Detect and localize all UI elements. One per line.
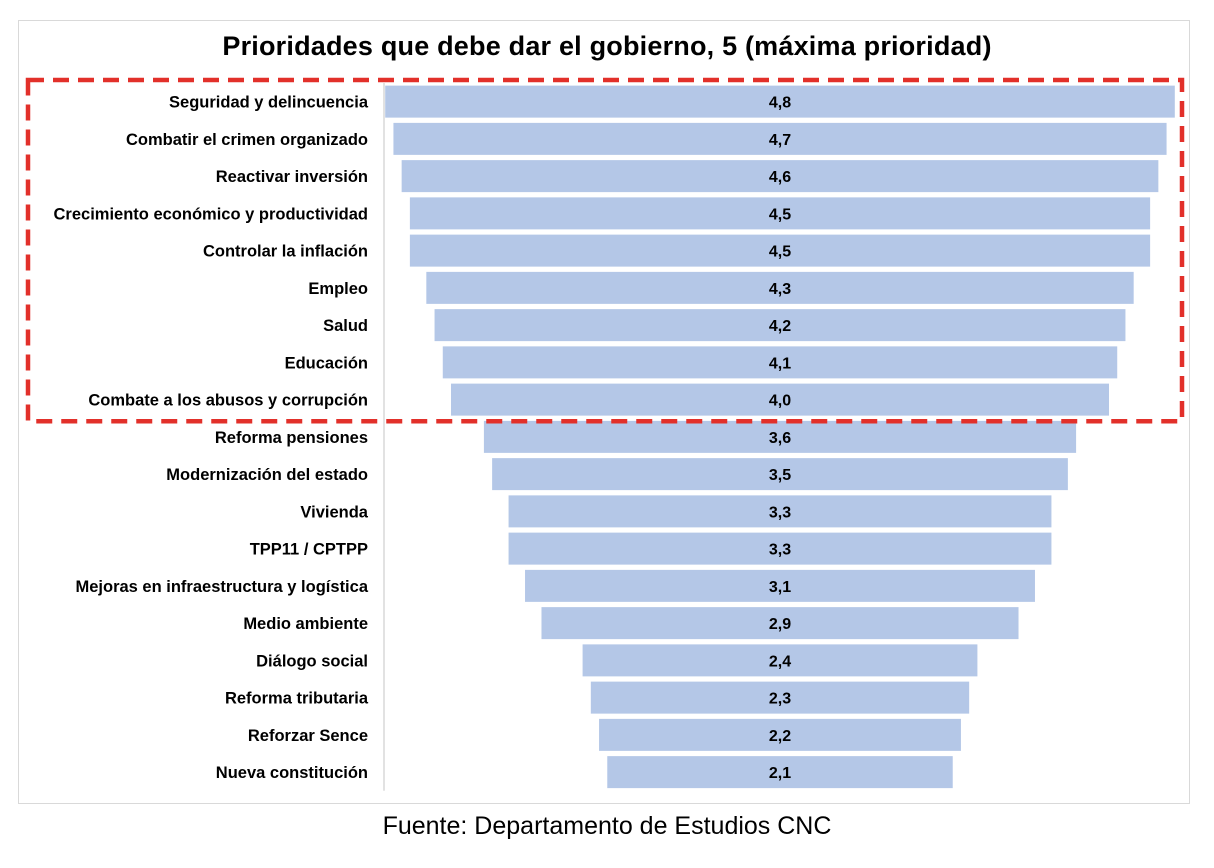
category-label-3: Crecimiento económico y productividad <box>54 205 368 223</box>
bar-10 <box>492 458 1068 491</box>
value-label-0: 4,8 <box>769 95 791 112</box>
category-label-7: Educación <box>285 354 368 372</box>
source-note: Fuente: Departamento de Estudios CNC <box>382 812 832 840</box>
value-label-15: 2,4 <box>769 653 791 670</box>
bar-8 <box>451 383 1109 416</box>
bar-1 <box>393 122 1167 155</box>
bar-15 <box>582 644 978 677</box>
value-label-9: 3,6 <box>769 430 791 447</box>
category-label-16: Reforma tributaria <box>225 690 369 708</box>
category-label-2: Reactivar inversión <box>216 168 368 186</box>
bar-11 <box>508 495 1052 528</box>
bar-6 <box>434 309 1126 342</box>
value-label-14: 2,9 <box>769 616 791 633</box>
category-label-4: Controlar la inflación <box>203 243 368 261</box>
category-label-15: Diálogo social <box>256 652 368 670</box>
bar-7 <box>442 346 1118 379</box>
value-label-4: 4,5 <box>769 244 791 261</box>
value-label-18: 2,1 <box>769 765 791 782</box>
category-label-5: Empleo <box>308 280 368 298</box>
category-label-0: Seguridad y delincuencia <box>169 94 369 112</box>
category-label-13: Mejoras en infraestructura y logística <box>75 578 368 596</box>
value-label-17: 2,2 <box>769 728 791 745</box>
category-label-12: TPP11 / CPTPP <box>250 541 368 559</box>
value-label-10: 3,5 <box>769 467 791 484</box>
bar-4 <box>409 234 1151 267</box>
bar-0 <box>385 85 1175 118</box>
category-label-1: Combatir el crimen organizado <box>126 131 368 149</box>
category-label-8: Combate a los abusos y corrupción <box>88 392 368 410</box>
value-label-2: 4,6 <box>769 169 791 186</box>
category-label-11: Vivienda <box>300 503 368 521</box>
chart-title: Prioridades que debe dar el gobierno, 5 … <box>222 31 992 61</box>
bar-9 <box>483 420 1077 453</box>
category-label-17: Reforzar Sence <box>248 727 368 745</box>
highlight-box <box>25 77 1185 424</box>
bar-16 <box>590 681 970 714</box>
value-label-7: 4,1 <box>769 355 791 372</box>
bar-13 <box>525 569 1035 602</box>
value-label-1: 4,7 <box>769 132 791 149</box>
value-label-12: 3,3 <box>769 542 791 559</box>
bar-2 <box>401 160 1159 193</box>
bar-18 <box>607 756 953 789</box>
category-label-14: Medio ambiente <box>243 615 368 633</box>
bar-3 <box>409 197 1151 230</box>
category-label-6: Salud <box>323 317 368 335</box>
category-label-10: Modernización del estado <box>166 466 368 484</box>
value-label-8: 4,0 <box>769 393 791 410</box>
bar-14 <box>541 607 1019 640</box>
value-label-5: 4,3 <box>769 281 791 298</box>
value-label-3: 4,5 <box>769 206 791 223</box>
category-label-9: Reforma pensiones <box>215 429 368 447</box>
value-label-16: 2,3 <box>769 691 791 708</box>
value-label-11: 3,3 <box>769 504 791 521</box>
bar-5 <box>426 271 1134 304</box>
value-label-13: 3,1 <box>769 579 791 596</box>
bar-12 <box>508 532 1052 565</box>
category-label-18: Nueva constitución <box>216 764 368 782</box>
bar-17 <box>599 718 961 751</box>
value-label-6: 4,2 <box>769 318 791 335</box>
